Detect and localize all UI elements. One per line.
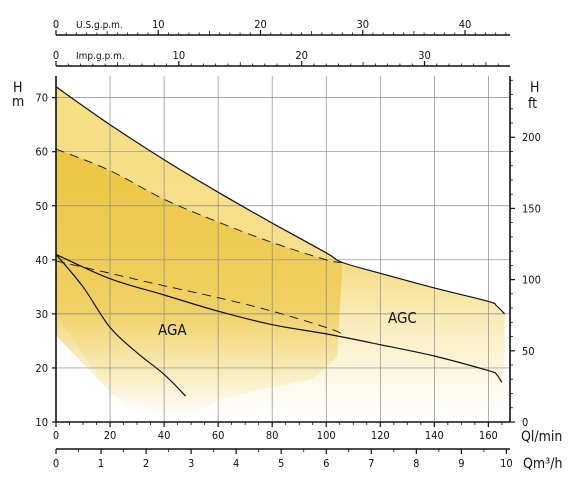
left-y-tick-label: 70 — [35, 92, 48, 105]
x-tick-label: 160 — [479, 429, 498, 442]
m3h-tick-label: 5 — [278, 457, 284, 470]
m3h-tick-label: 9 — [458, 457, 464, 470]
aga-series-label: AGA — [158, 321, 187, 339]
imp-gpm-unit-label: Imp.g.p.m. — [76, 51, 125, 62]
left-y-tick-label: 60 — [35, 146, 48, 159]
imp-gpm-tick-label: 20 — [295, 49, 308, 62]
m3h-tick-label: 1 — [98, 457, 104, 470]
right-y-tick-label: 0 — [522, 416, 528, 429]
aga-min-curve — [55, 254, 187, 397]
us-gpm-tick-label: 40 — [459, 18, 472, 31]
y-left-label-h: H — [13, 80, 22, 96]
x-tick-label: 20 — [104, 429, 117, 442]
m3h-tick-label: 8 — [413, 457, 419, 470]
right-y-tick-label: 150 — [522, 202, 541, 215]
y-right-label-ft: ft — [528, 96, 537, 112]
x-tick-label: 40 — [158, 429, 171, 442]
x-tick-label: 0 — [53, 429, 59, 442]
m3h-tick-label: 7 — [368, 457, 374, 470]
m3h-ticks: 0 1 2 3 4 5 6 7 8 9 10 — [53, 449, 513, 470]
us-gpm-tick-label: 0 — [53, 18, 59, 31]
left-y-ticks: 10 20 30 40 50 60 70 — [35, 92, 56, 429]
top-axes: U.S.g.p.m. Imp.g.p.m. 0 10 20 30 40 0 10 20 30 — [53, 18, 510, 67]
agc-series-label: AGC — [388, 309, 417, 327]
us-gpm-tick-label: 10 — [152, 18, 165, 31]
y-left-label-m: m — [12, 94, 24, 110]
aga-max-dashed-curve — [55, 148, 343, 263]
x-ticks: 0 20 40 60 80 100 120 140 160 — [53, 422, 503, 442]
x-axis-label: Ql/min — [521, 429, 562, 445]
x-tick-label: 120 — [371, 429, 390, 442]
left-y-tick-label: 40 — [35, 254, 48, 267]
imp-gpm-tick-label: 30 — [418, 49, 431, 62]
right-y-tick-label: 50 — [522, 345, 535, 358]
right-y-ticks: 0 50 100 150 200 — [510, 79, 541, 429]
aga-mid-dashed-curve — [55, 260, 343, 335]
left-y-tick-label: 50 — [35, 200, 48, 213]
x-tick-label: 140 — [425, 429, 444, 442]
x-tick-label: 80 — [266, 429, 279, 442]
m3h-tick-label: 6 — [323, 457, 329, 470]
us-gpm-unit-label: U.S.g.p.m. — [76, 20, 123, 31]
agc-max-curve — [55, 86, 506, 315]
imp-gpm-tick-label: 0 — [53, 49, 59, 62]
imp-gpm-ticks: 0 10 20 30 — [53, 49, 499, 66]
m3h-tick-label: 10 — [500, 457, 513, 470]
m3h-tick-label: 2 — [143, 457, 149, 470]
plot-area: AGA AGC — [55, 76, 510, 423]
m3h-axis-label: Qm³/h — [523, 456, 562, 472]
x-tick-label: 100 — [317, 429, 336, 442]
right-y-tick-label: 100 — [522, 274, 541, 287]
us-gpm-ticks: 0 10 20 30 40 — [53, 18, 507, 35]
us-gpm-tick-label: 20 — [254, 18, 267, 31]
right-y-tick-label: 200 — [522, 131, 541, 144]
agc-min-curve — [55, 253, 503, 383]
x-tick-label: 60 — [212, 429, 225, 442]
m3h-tick-label: 3 — [188, 457, 194, 470]
aga-performance-area — [56, 149, 343, 422]
us-gpm-tick-label: 30 — [356, 18, 369, 31]
y-right-label-h: H — [530, 80, 539, 96]
left-y-tick-label: 20 — [35, 362, 48, 375]
m3h-tick-label: 0 — [53, 457, 59, 470]
imp-gpm-tick-label: 10 — [173, 49, 186, 62]
left-y-tick-label: 10 — [35, 416, 48, 429]
m3h-tick-label: 4 — [233, 457, 239, 470]
left-y-tick-label: 30 — [35, 308, 48, 321]
